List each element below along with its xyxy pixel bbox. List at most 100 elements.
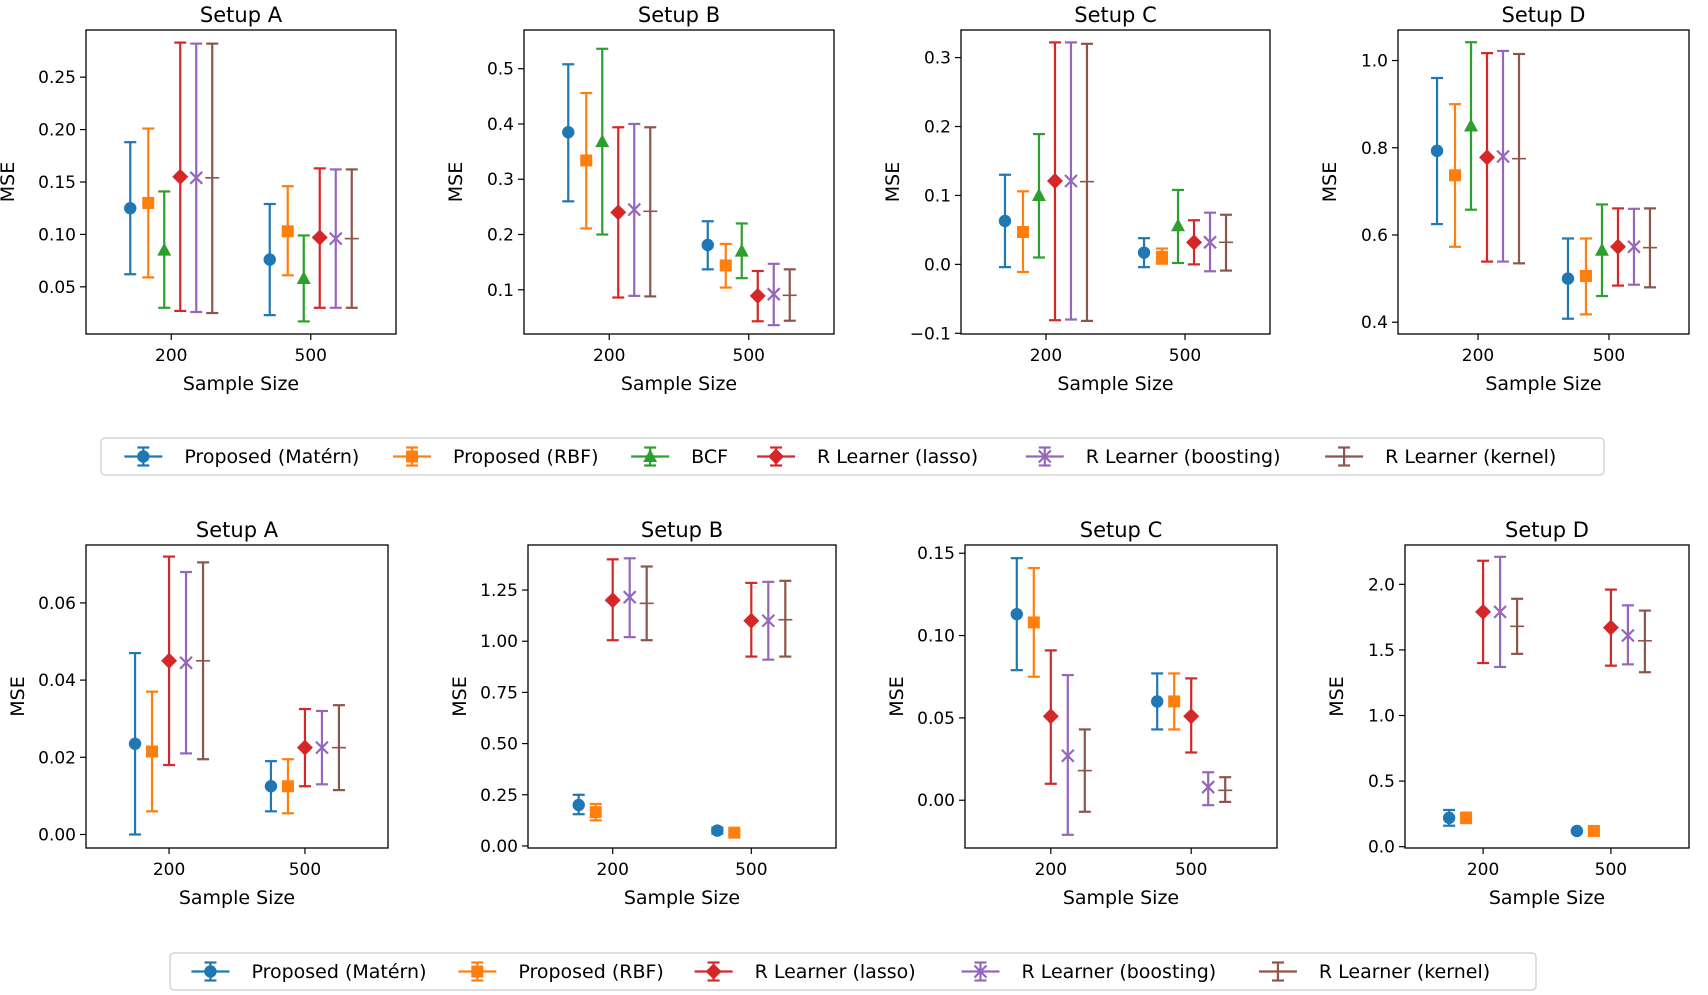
series-kernel — [1510, 597, 1652, 674]
legend-label: Proposed (RBF) — [518, 961, 664, 983]
legend-label: Proposed (Matérn) — [251, 961, 426, 983]
y-tick-label: 1.5 — [1368, 641, 1395, 661]
legend-entry-boosting: R Learner (boosting) — [961, 961, 1216, 983]
series-bcf — [595, 47, 749, 280]
series-kernel — [643, 126, 797, 322]
y-axis-label: MSE — [0, 162, 19, 202]
data-point — [1561, 272, 1575, 285]
data-point — [562, 126, 575, 139]
x-tick-label: 200 — [1030, 346, 1062, 366]
y-tick-label: 0.3 — [487, 170, 514, 190]
series-boosting — [627, 122, 781, 327]
data-point — [161, 652, 178, 669]
legend-marker — [204, 965, 217, 978]
data-point — [1168, 695, 1181, 708]
chart-title: Setup D — [1502, 3, 1586, 27]
series-lasso — [172, 41, 328, 313]
x-axis-label: Sample Size — [621, 373, 737, 395]
series-boosting — [1496, 49, 1641, 286]
data-point — [1183, 708, 1200, 725]
x-tick-label: 200 — [155, 346, 187, 366]
series-bcf — [157, 190, 311, 323]
chart-panel: Setup B 0.1 0.2 0.3 0.4 0.5 200 500 Sample Size M… — [445, 3, 835, 395]
data-point — [1587, 824, 1600, 837]
legend-marker — [1037, 449, 1052, 464]
legend-marker — [973, 964, 988, 979]
x-tick-label: 200 — [596, 860, 628, 880]
chart-title: Setup C — [1074, 3, 1156, 27]
series-rbf — [146, 690, 294, 815]
legend-frame — [169, 952, 1537, 991]
data-point — [627, 202, 642, 217]
y-tick-label: 0.8 — [1361, 139, 1388, 159]
chart-panel: Setup D 0.0 0.5 1.0 1.5 2.0 200 500 Sample Size M… — [1326, 518, 1690, 909]
data-point — [998, 214, 1012, 228]
y-tick-label: 0.2 — [487, 226, 514, 246]
series-kernel — [1512, 52, 1657, 289]
data-point — [1602, 619, 1619, 636]
series-matern — [998, 173, 1151, 269]
y-tick-label: 0.06 — [38, 594, 76, 614]
legend-entry-boosting: R Learner (boosting) — [1025, 446, 1281, 468]
y-axis-label: MSE — [7, 676, 29, 716]
series-rbf — [1449, 103, 1592, 316]
data-point — [1460, 811, 1473, 824]
series-matern — [1430, 76, 1575, 320]
series-boosting — [1064, 41, 1217, 321]
legend-entry-kernel: R Learner (kernel) — [1258, 961, 1490, 983]
data-point — [1061, 749, 1075, 763]
legend-label: R Learner (kernel) — [1385, 446, 1556, 468]
legend-marker — [406, 450, 419, 463]
series-rbf — [142, 127, 294, 279]
plot-frame — [527, 544, 837, 849]
y-tick-label: 0.20 — [38, 121, 76, 141]
y-tick-label: 0.2 — [924, 118, 951, 138]
y-tick-label: 0.1 — [924, 186, 951, 206]
data-point — [572, 798, 585, 812]
data-point — [1621, 628, 1635, 643]
x-tick-label: 500 — [1169, 346, 1201, 366]
x-tick-label: 500 — [1593, 346, 1625, 366]
x-axis-label: Sample Size — [179, 887, 295, 909]
series-lasso — [1046, 41, 1203, 322]
x-tick-label: 500 — [289, 860, 321, 880]
y-tick-label: 0.4 — [1361, 313, 1388, 333]
series-lasso — [1475, 559, 1619, 667]
data-point — [146, 745, 159, 758]
series-boosting — [1493, 555, 1635, 669]
y-tick-label: 0.00 — [480, 837, 518, 857]
plot-frame — [960, 29, 1271, 335]
y-tick-label: 0.0 — [1368, 838, 1395, 858]
data-point — [157, 242, 172, 256]
plot-frame — [85, 544, 389, 849]
y-tick-label: 0.15 — [917, 544, 955, 564]
series-matern — [1010, 557, 1164, 731]
series-kernel — [205, 42, 359, 315]
series-matern — [572, 793, 724, 837]
data-point — [128, 737, 142, 750]
chart-panel: Setup C 0.00 0.05 0.10 0.15 200 500 Sample Size… — [886, 518, 1278, 909]
series-boosting — [622, 557, 776, 661]
series-matern — [128, 651, 278, 836]
y-axis-label: MSE — [1326, 676, 1348, 716]
x-tick-label: 500 — [735, 860, 767, 880]
series-rbf — [580, 91, 732, 289]
y-tick-label: 0.00 — [917, 791, 955, 811]
data-point — [1016, 225, 1029, 238]
series-matern — [562, 63, 714, 271]
legend-entry-rbf: Proposed (RBF) — [393, 446, 599, 468]
series-matern — [124, 141, 276, 317]
x-axis-label: Sample Size — [183, 373, 299, 395]
data-point — [622, 590, 637, 604]
legend-label: R Learner (boosting) — [1086, 446, 1281, 468]
data-point — [1156, 250, 1169, 263]
legend-entry-lasso: R Learner (lasso) — [757, 446, 978, 468]
series-kernel — [639, 565, 793, 658]
legend-label: R Learner (kernel) — [1319, 961, 1490, 983]
legend-label: R Learner (boosting) — [1021, 961, 1216, 983]
series-rbf — [589, 802, 741, 839]
data-point — [179, 655, 193, 670]
data-point — [1479, 149, 1496, 166]
y-axis-label: MSE — [449, 676, 471, 716]
legend-entry-matern: Proposed (Matérn) — [124, 446, 359, 468]
